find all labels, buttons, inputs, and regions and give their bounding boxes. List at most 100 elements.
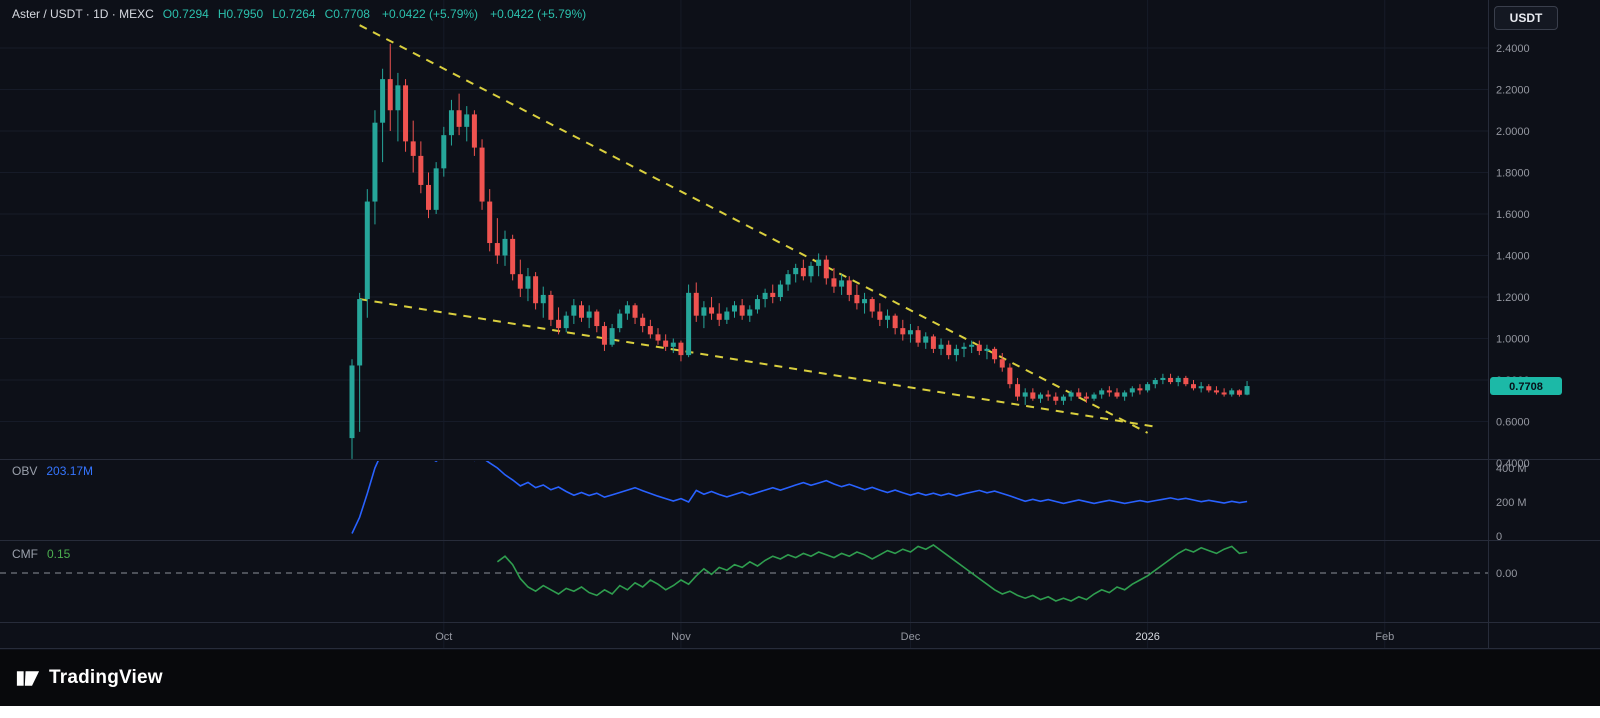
candle-body xyxy=(1022,392,1028,397)
candle-body xyxy=(777,284,783,297)
tradingview-logo[interactable]: TradingView xyxy=(14,665,163,692)
candle-body xyxy=(403,85,409,142)
time-tick-label: 2026 xyxy=(1135,631,1159,643)
candle-body xyxy=(1191,384,1196,389)
candle-body xyxy=(1083,396,1089,399)
trendlines[interactable] xyxy=(359,24,1156,434)
obv-value: 203.17M xyxy=(46,464,94,478)
trendline-lower[interactable] xyxy=(359,298,1156,428)
currency-selector-button[interactable]: USDT xyxy=(1494,6,1558,30)
price-tick-label: 1.0000 xyxy=(1496,334,1530,346)
time-tick-label: Dec xyxy=(901,631,921,643)
candle-body xyxy=(1114,392,1120,397)
candle-body xyxy=(556,319,562,329)
price-tick-label: 0.6000 xyxy=(1496,417,1530,429)
candle-body xyxy=(640,317,646,327)
candle-body xyxy=(907,330,913,335)
candle-body xyxy=(1045,394,1051,397)
candle-body xyxy=(885,315,890,320)
obv-tick-label: 200 M xyxy=(1496,497,1527,509)
candle-body xyxy=(1030,392,1036,399)
candle-body xyxy=(854,294,860,304)
candle-body xyxy=(984,348,990,351)
candle-body xyxy=(594,311,600,327)
candle-body xyxy=(1091,394,1097,399)
obv-tick-label: 400 M xyxy=(1496,463,1527,475)
obv-tick-label: 0 xyxy=(1496,531,1502,543)
time-axis[interactable]: Oct Nov Dec 2026 Feb xyxy=(435,631,1394,643)
candle-body xyxy=(617,313,623,329)
candle-body xyxy=(839,280,845,287)
symbol-legend: Aster / USDT · 1D · MEXC O0.7294 H0.7950… xyxy=(12,7,586,21)
candle-body xyxy=(953,348,959,356)
last-price-badge xyxy=(1490,377,1562,396)
candle-body xyxy=(816,259,822,266)
candle-body xyxy=(487,201,493,244)
candle-body xyxy=(900,328,906,335)
candlestick-series[interactable] xyxy=(349,43,1250,459)
price-tick-label: 2.4000 xyxy=(1496,43,1530,55)
candle-body xyxy=(930,336,936,349)
candle-body xyxy=(1122,392,1128,397)
candle-body xyxy=(823,259,829,279)
candle-body xyxy=(372,122,378,202)
candle-body xyxy=(1137,388,1143,391)
candle-body xyxy=(540,294,546,304)
trendline-upper[interactable] xyxy=(359,24,1149,434)
candle-body xyxy=(418,155,424,185)
price-axis[interactable]: 2.4000 2.2000 2.0000 1.8000 1.6000 1.4000 1.20… xyxy=(1496,43,1530,580)
page-bottom-strip xyxy=(0,706,1600,718)
candle-body xyxy=(1068,392,1074,397)
candle-body xyxy=(831,278,837,287)
time-tick-label: Oct xyxy=(435,631,452,643)
candle-body xyxy=(647,326,653,335)
candle-body xyxy=(632,305,638,318)
candle-body xyxy=(800,267,806,277)
candle-body xyxy=(471,114,477,148)
candle-body xyxy=(923,336,929,343)
candle-body xyxy=(502,238,508,256)
candle-body xyxy=(678,342,684,356)
candle-body xyxy=(655,334,661,341)
candle-body xyxy=(426,184,431,210)
candle-body xyxy=(1053,396,1059,401)
candle-body xyxy=(999,359,1005,368)
candle-body xyxy=(693,292,699,316)
candle-body xyxy=(1007,367,1013,385)
candle-body xyxy=(724,311,730,320)
cmf-tick-label: 0.00 xyxy=(1496,568,1517,580)
legend-low: L0.7264 xyxy=(272,7,316,21)
candle-body xyxy=(433,168,439,210)
candle-body xyxy=(1168,377,1174,383)
candle-body xyxy=(785,274,791,285)
candle-body xyxy=(380,79,386,123)
tradingview-wordmark: TradingView xyxy=(49,667,163,688)
candle-body xyxy=(1244,386,1250,395)
candle-body xyxy=(1106,390,1112,393)
candle-body xyxy=(716,313,722,320)
cmf-label[interactable]: CMF xyxy=(12,547,38,561)
candle-body xyxy=(1221,392,1227,395)
obv-label[interactable]: OBV xyxy=(12,464,38,478)
chart-canvas[interactable]: 2.4000 2.2000 2.0000 1.8000 1.6000 1.4000 1.20… xyxy=(0,0,1600,650)
symbol-title[interactable]: Aster / USDT · 1D · MEXC xyxy=(12,7,154,21)
candle-body xyxy=(456,110,462,127)
candle-body xyxy=(510,238,516,275)
candle-body xyxy=(1206,386,1212,391)
price-tick-label: 2.2000 xyxy=(1496,85,1530,97)
candle-body xyxy=(548,294,554,320)
candle-body xyxy=(969,344,975,347)
candle-body xyxy=(915,330,921,343)
candle-body xyxy=(357,299,363,366)
candle-body xyxy=(586,311,592,318)
price-tick-label: 0.4000 xyxy=(1496,458,1530,470)
candle-body xyxy=(1198,386,1204,389)
candle-body xyxy=(869,299,875,312)
candle-body xyxy=(846,280,852,295)
candle-body xyxy=(1076,392,1082,397)
legend-open: O0.7294 xyxy=(162,7,209,21)
candle-body xyxy=(479,147,485,202)
candle-body xyxy=(1099,390,1105,395)
candle-body xyxy=(601,326,607,345)
legend-high: H0.7950 xyxy=(217,7,264,21)
